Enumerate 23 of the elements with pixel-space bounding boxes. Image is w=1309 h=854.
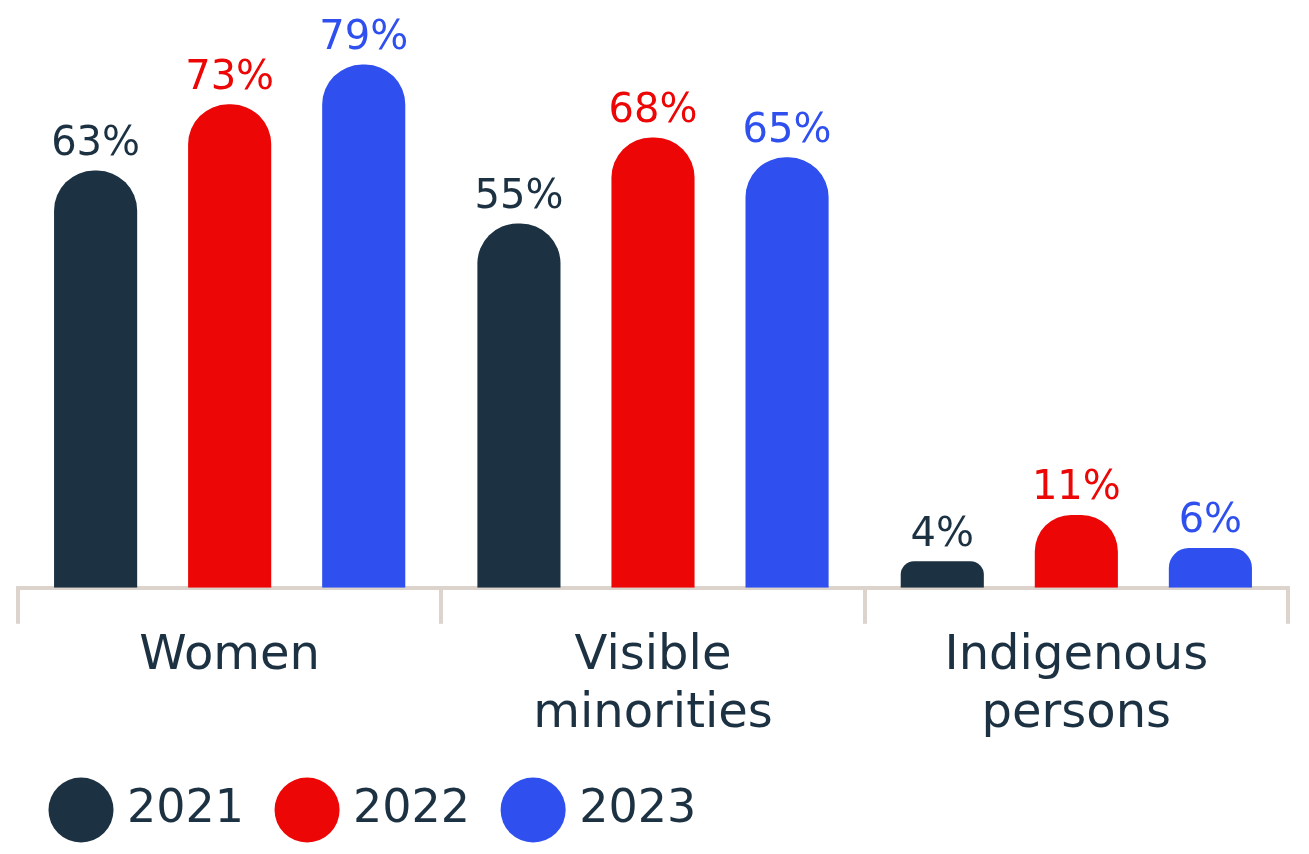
bar xyxy=(477,223,561,588)
data-label: 55% xyxy=(474,170,564,217)
x-tick-label: Visible minorities xyxy=(533,624,773,738)
legend-label: 2022 xyxy=(353,778,471,833)
data-label: 4% xyxy=(910,508,975,555)
bar xyxy=(611,137,695,588)
data-label: 11% xyxy=(1031,462,1121,509)
bar xyxy=(322,64,406,588)
legend-label: 2023 xyxy=(579,778,697,833)
bar xyxy=(188,104,272,588)
data-label: 68% xyxy=(608,84,698,131)
data-label: 63% xyxy=(51,117,141,164)
x-tick-label: Indigenous persons xyxy=(944,624,1209,738)
data-label: 79% xyxy=(319,12,409,59)
data-label: 6% xyxy=(1178,495,1243,542)
bar xyxy=(54,170,138,588)
data-label: 65% xyxy=(742,104,832,151)
bar xyxy=(1168,548,1252,588)
bar xyxy=(900,561,984,588)
legend-label: 2021 xyxy=(127,778,245,833)
data-label: 73% xyxy=(185,51,275,98)
bar xyxy=(745,157,829,588)
x-tick-label: Women xyxy=(139,624,321,681)
